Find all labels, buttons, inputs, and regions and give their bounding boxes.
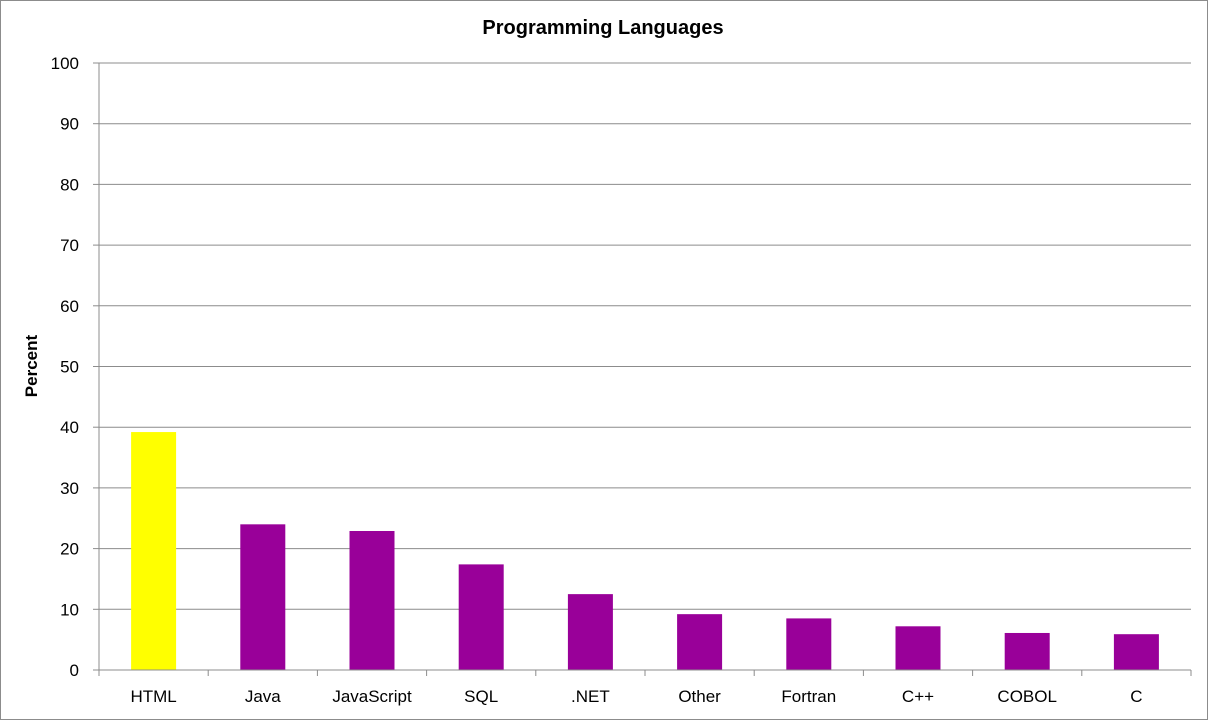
bar-other (677, 614, 723, 670)
y-tick-label: 0 (70, 661, 79, 680)
y-tick-label: 90 (60, 115, 79, 134)
x-tick-label: Fortran (781, 687, 836, 706)
bars (131, 432, 1159, 670)
y-axis-ticks: 0 10 20 30 40 50 60 70 80 90 100 (51, 54, 99, 680)
bar-fortran (786, 618, 832, 670)
y-tick-label: 50 (60, 358, 79, 377)
x-tick-label: JavaScript (332, 687, 412, 706)
bar-sql (458, 564, 504, 670)
x-tick-label: .NET (571, 687, 610, 706)
y-tick-label: 60 (60, 297, 79, 316)
x-tick-label: Java (245, 687, 281, 706)
bar-c (1113, 634, 1159, 670)
x-axis-ticks: HTML Java JavaScript SQL .NET Other Fortran C++… (98, 670, 1192, 706)
x-tick-label: Other (678, 687, 721, 706)
y-tick-label: 80 (60, 175, 79, 194)
y-tick-label: 40 (60, 418, 79, 437)
x-tick-label: COBOL (997, 687, 1057, 706)
x-tick-label: C++ (902, 687, 934, 706)
x-tick-label: C (1130, 687, 1142, 706)
chart-title: Programming Languages (482, 17, 723, 39)
bar-javascript (349, 530, 395, 670)
bar-net (567, 594, 613, 670)
y-tick-label: 20 (60, 540, 79, 559)
bar-java (240, 524, 286, 670)
x-tick-label: SQL (464, 687, 498, 706)
x-tick-label: HTML (130, 687, 176, 706)
y-tick-label: 70 (60, 236, 79, 255)
y-tick-label: 10 (60, 600, 79, 619)
y-tick-label: 30 (60, 479, 79, 498)
y-axis-label: Percent (22, 334, 41, 397)
bar-c (895, 626, 941, 670)
y-tick-label: 100 (51, 54, 79, 73)
bar-html (131, 432, 177, 670)
bar-cobol (1004, 632, 1050, 670)
